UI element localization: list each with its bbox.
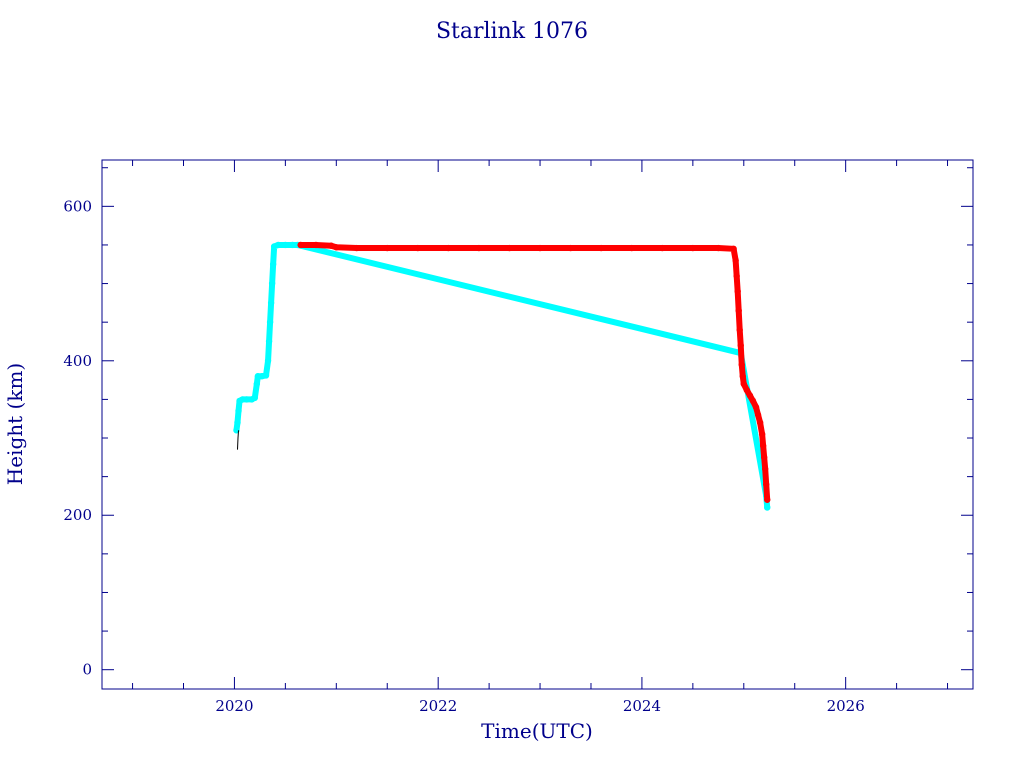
data-point-red <box>738 361 745 368</box>
data-points <box>233 241 771 511</box>
y-tick-label: 400 <box>63 352 92 370</box>
data-point-red <box>414 244 422 252</box>
data-point-red <box>659 244 666 252</box>
data-point-red <box>752 403 760 411</box>
data-point-red <box>506 244 513 252</box>
y-tick-label: 200 <box>63 506 92 524</box>
data-point-cyan <box>282 241 289 249</box>
data-point-cyan <box>234 419 241 426</box>
data-point-cyan <box>268 280 276 287</box>
data-point-cyan <box>267 299 275 307</box>
data-point-red <box>475 244 483 252</box>
x-tick-label: 2020 <box>215 697 253 715</box>
data-point-cyan <box>275 241 282 249</box>
data-point-red <box>730 245 737 253</box>
data-point-red <box>759 442 767 449</box>
series-cyan <box>233 241 771 511</box>
data-point-cyan <box>262 372 270 379</box>
plot-frame <box>101 159 974 690</box>
data-point-red <box>760 454 768 461</box>
data-point-red <box>312 241 320 249</box>
data-point-red <box>628 244 635 252</box>
data-point-red <box>597 244 605 252</box>
data-point-red <box>743 386 751 394</box>
y-tick-label: 600 <box>63 197 92 215</box>
data-point-cyan <box>265 338 273 345</box>
data-point-red <box>734 288 741 295</box>
x-tick-label: 2024 <box>623 697 661 715</box>
data-point-red <box>328 242 335 249</box>
data-point-cyan <box>264 357 272 364</box>
data-point-cyan <box>253 380 261 388</box>
series-line-red <box>297 241 771 503</box>
data-point-red <box>715 244 722 252</box>
data-point-red <box>749 397 757 405</box>
data-point-red <box>445 244 452 252</box>
x-tick-label: 2022 <box>419 697 457 715</box>
x-axis: 2020 2022 2024 2026 <box>132 160 949 715</box>
y-axis: 0 200 400 600 <box>63 167 973 679</box>
data-point-red <box>732 257 739 264</box>
data-point-red <box>740 380 747 388</box>
data-point-red <box>763 481 770 488</box>
x-axis-label: Time(UTC) <box>481 719 593 743</box>
data-point-cyan <box>251 394 259 402</box>
data-point-red <box>567 244 574 252</box>
data-point-cyan <box>266 318 274 326</box>
series-black <box>236 430 240 450</box>
data-point-red <box>746 392 754 399</box>
data-point-cyan <box>764 504 771 511</box>
data-point-red <box>739 373 746 380</box>
data-point-red <box>737 342 744 349</box>
data-point-cyan <box>269 261 277 268</box>
data-point-red <box>689 244 697 252</box>
data-point-red <box>353 244 360 252</box>
data-point-red <box>758 430 766 438</box>
data-point-cyan <box>289 241 296 249</box>
y-tick-label: 0 <box>82 661 92 679</box>
data-point-red <box>764 496 771 503</box>
data-point-red <box>297 241 304 249</box>
data-point-cyan <box>235 407 242 415</box>
series-line-cyan <box>233 241 771 511</box>
series-red <box>297 241 771 503</box>
chart-title: Starlink 1076 <box>436 19 588 44</box>
data-point-cyan <box>243 396 250 403</box>
data-point-red <box>735 307 742 314</box>
data-point-red <box>384 244 391 252</box>
data-point-red <box>754 411 762 419</box>
x-tick-label: 2026 <box>827 697 865 715</box>
y-axis-label: Height (km) <box>3 363 27 485</box>
data-point-red <box>736 326 743 334</box>
data-point-red <box>733 272 740 280</box>
data-point-red <box>536 244 544 252</box>
data-point-red <box>761 465 769 473</box>
data-point-red <box>333 244 340 251</box>
series-line-black <box>236 430 240 450</box>
data-point-red <box>756 419 764 426</box>
